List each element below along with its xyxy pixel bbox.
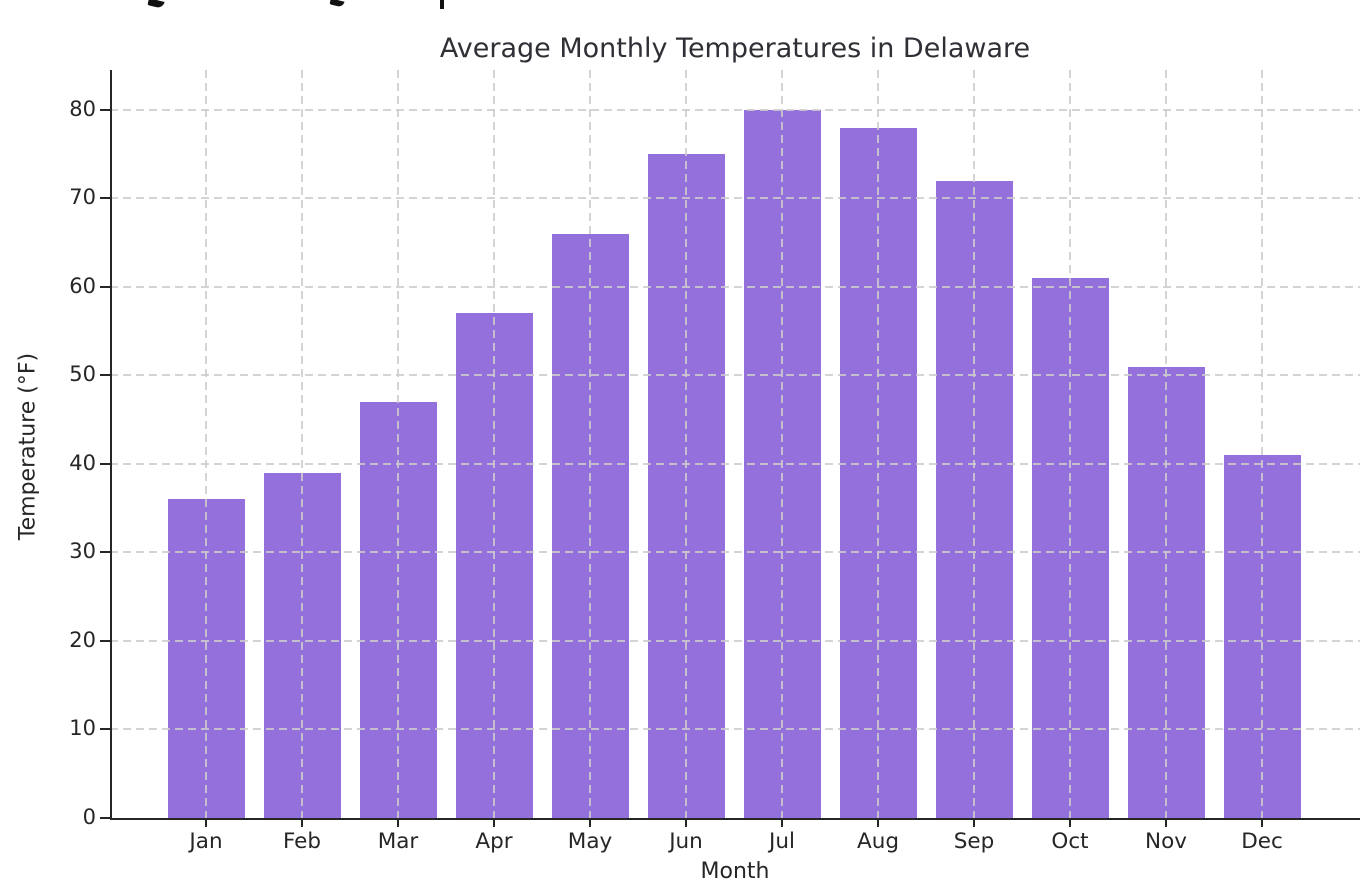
x-tick-label-sep: Sep <box>953 829 995 854</box>
gridline-v-oct <box>1069 70 1071 818</box>
y-axis-spine <box>110 70 112 820</box>
gridline-v-may <box>589 70 591 818</box>
x-tick-label-jul: Jul <box>769 829 795 854</box>
x-tick-sep <box>973 818 975 827</box>
x-tick-apr <box>493 818 495 827</box>
x-tick-may <box>589 818 591 827</box>
x-tick-oct <box>1069 818 1071 827</box>
gridline-v-dec <box>1261 70 1263 818</box>
y-tick-80 <box>100 108 110 111</box>
gridline-v-mar <box>397 70 399 818</box>
x-tick-dec <box>1261 818 1263 827</box>
x-tick-jun <box>685 818 687 827</box>
gridline-v-nov <box>1165 70 1167 818</box>
y-tick-label-0: 0 <box>82 805 96 829</box>
gridline-v-jun <box>685 70 687 818</box>
gridline-h-60 <box>110 285 1360 288</box>
x-tick-label-feb: Feb <box>282 829 322 854</box>
y-tick-label-30: 30 <box>69 539 96 564</box>
y-tick-40 <box>100 462 110 465</box>
chart-title: Average Monthly Temperatures in Delaware <box>439 33 1031 64</box>
gridline-v-feb <box>301 70 303 818</box>
gridline-h-20 <box>110 639 1360 642</box>
x-axis-spine <box>110 818 1360 820</box>
x-tick-label-aug: Aug <box>857 829 899 854</box>
y-tick-label-40: 40 <box>69 450 96 475</box>
x-tick-nov <box>1165 818 1167 827</box>
x-tick-aug <box>877 818 879 827</box>
x-tick-label-nov: Nov <box>1145 829 1187 854</box>
y-tick-0 <box>100 817 110 819</box>
gridline-h-50 <box>110 374 1360 377</box>
y-tick-20 <box>100 639 110 642</box>
cropped-descender-3 <box>440 0 444 9</box>
x-tick-label-dec: Dec <box>1241 829 1283 854</box>
gridline-h-30 <box>110 551 1360 554</box>
y-tick-label-80: 80 <box>69 96 96 121</box>
x-tick-label-mar: Mar <box>377 829 419 854</box>
x-tick-label-apr: Apr <box>475 829 513 854</box>
y-tick-70 <box>100 197 110 200</box>
x-tick-label-jan: Jan <box>189 829 223 854</box>
y-tick-10 <box>100 728 110 731</box>
y-tick-50 <box>100 374 110 377</box>
gridline-h-10 <box>110 728 1360 731</box>
gridline-v-jan <box>205 70 207 818</box>
x-tick-jul <box>781 818 783 827</box>
x-tick-label-may: May <box>567 829 613 854</box>
gridline-v-apr <box>493 70 495 818</box>
cropped-descender-1 <box>147 0 165 9</box>
gridline-v-jul <box>781 70 783 818</box>
x-tick-label-oct: Oct <box>1051 829 1089 854</box>
y-tick-label-60: 60 <box>69 273 96 298</box>
x-tick-feb <box>301 818 303 827</box>
cropped-descender-2 <box>329 0 345 8</box>
gridline-v-sep <box>973 70 975 818</box>
gridline-h-40 <box>110 462 1360 465</box>
gridline-h-80 <box>110 108 1360 111</box>
y-tick-60 <box>100 285 110 288</box>
x-tick-jan <box>205 818 207 827</box>
x-tick-mar <box>397 818 399 827</box>
gridline-v-aug <box>877 70 879 818</box>
x-tick-label-jun: Jun <box>669 829 703 854</box>
y-tick-label-50: 50 <box>69 362 96 387</box>
gridline-h-70 <box>110 197 1360 200</box>
y-tick-30 <box>100 551 110 554</box>
y-tick-label-10: 10 <box>69 716 96 741</box>
x-axis-label: Month <box>700 859 770 884</box>
y-tick-label-20: 20 <box>69 627 96 652</box>
y-axis-label: Temperature (°F) <box>15 352 41 541</box>
y-tick-label-70: 70 <box>69 185 96 210</box>
